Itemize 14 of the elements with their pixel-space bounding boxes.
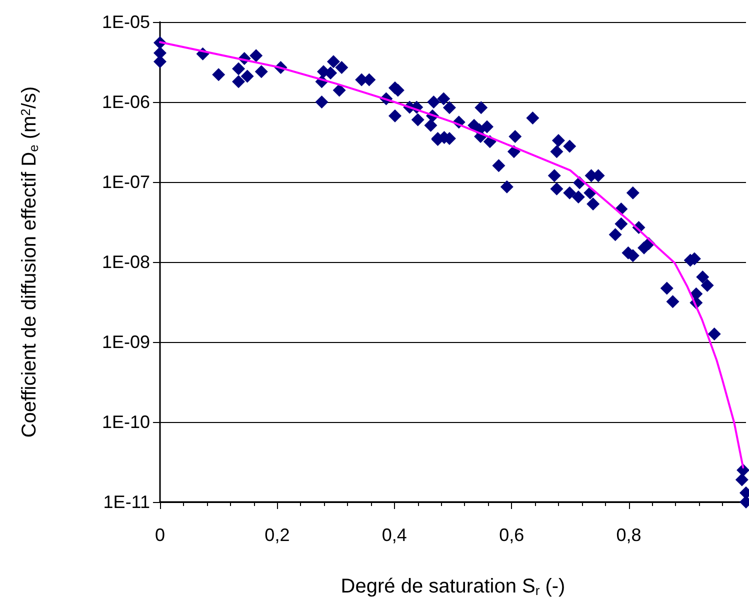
y-tick-label: 1E-06 bbox=[102, 92, 150, 112]
x-tick-label: 0,8 bbox=[616, 525, 642, 545]
y-tick-label: 1E-10 bbox=[102, 412, 150, 432]
x-axis-title: Degré de saturation Sr (-) bbox=[340, 576, 566, 598]
x-tick-label: 0 bbox=[154, 525, 166, 545]
y-tick-label: 1E-09 bbox=[102, 332, 150, 352]
y-tick-label: 1E-08 bbox=[102, 252, 150, 272]
y-tick-label: 1E-05 bbox=[102, 12, 150, 32]
x-tick-label: 0,2 bbox=[264, 525, 290, 545]
y-tick-label: 1E-11 bbox=[103, 492, 150, 512]
y-axis-title: Coefficient de diffusion effectif De (m2/s) bbox=[18, 86, 41, 438]
x-tick-label: 0,6 bbox=[499, 525, 524, 545]
x-tick-label: 0,4 bbox=[382, 525, 407, 545]
y-tick-label: 1E-07 bbox=[102, 172, 150, 192]
